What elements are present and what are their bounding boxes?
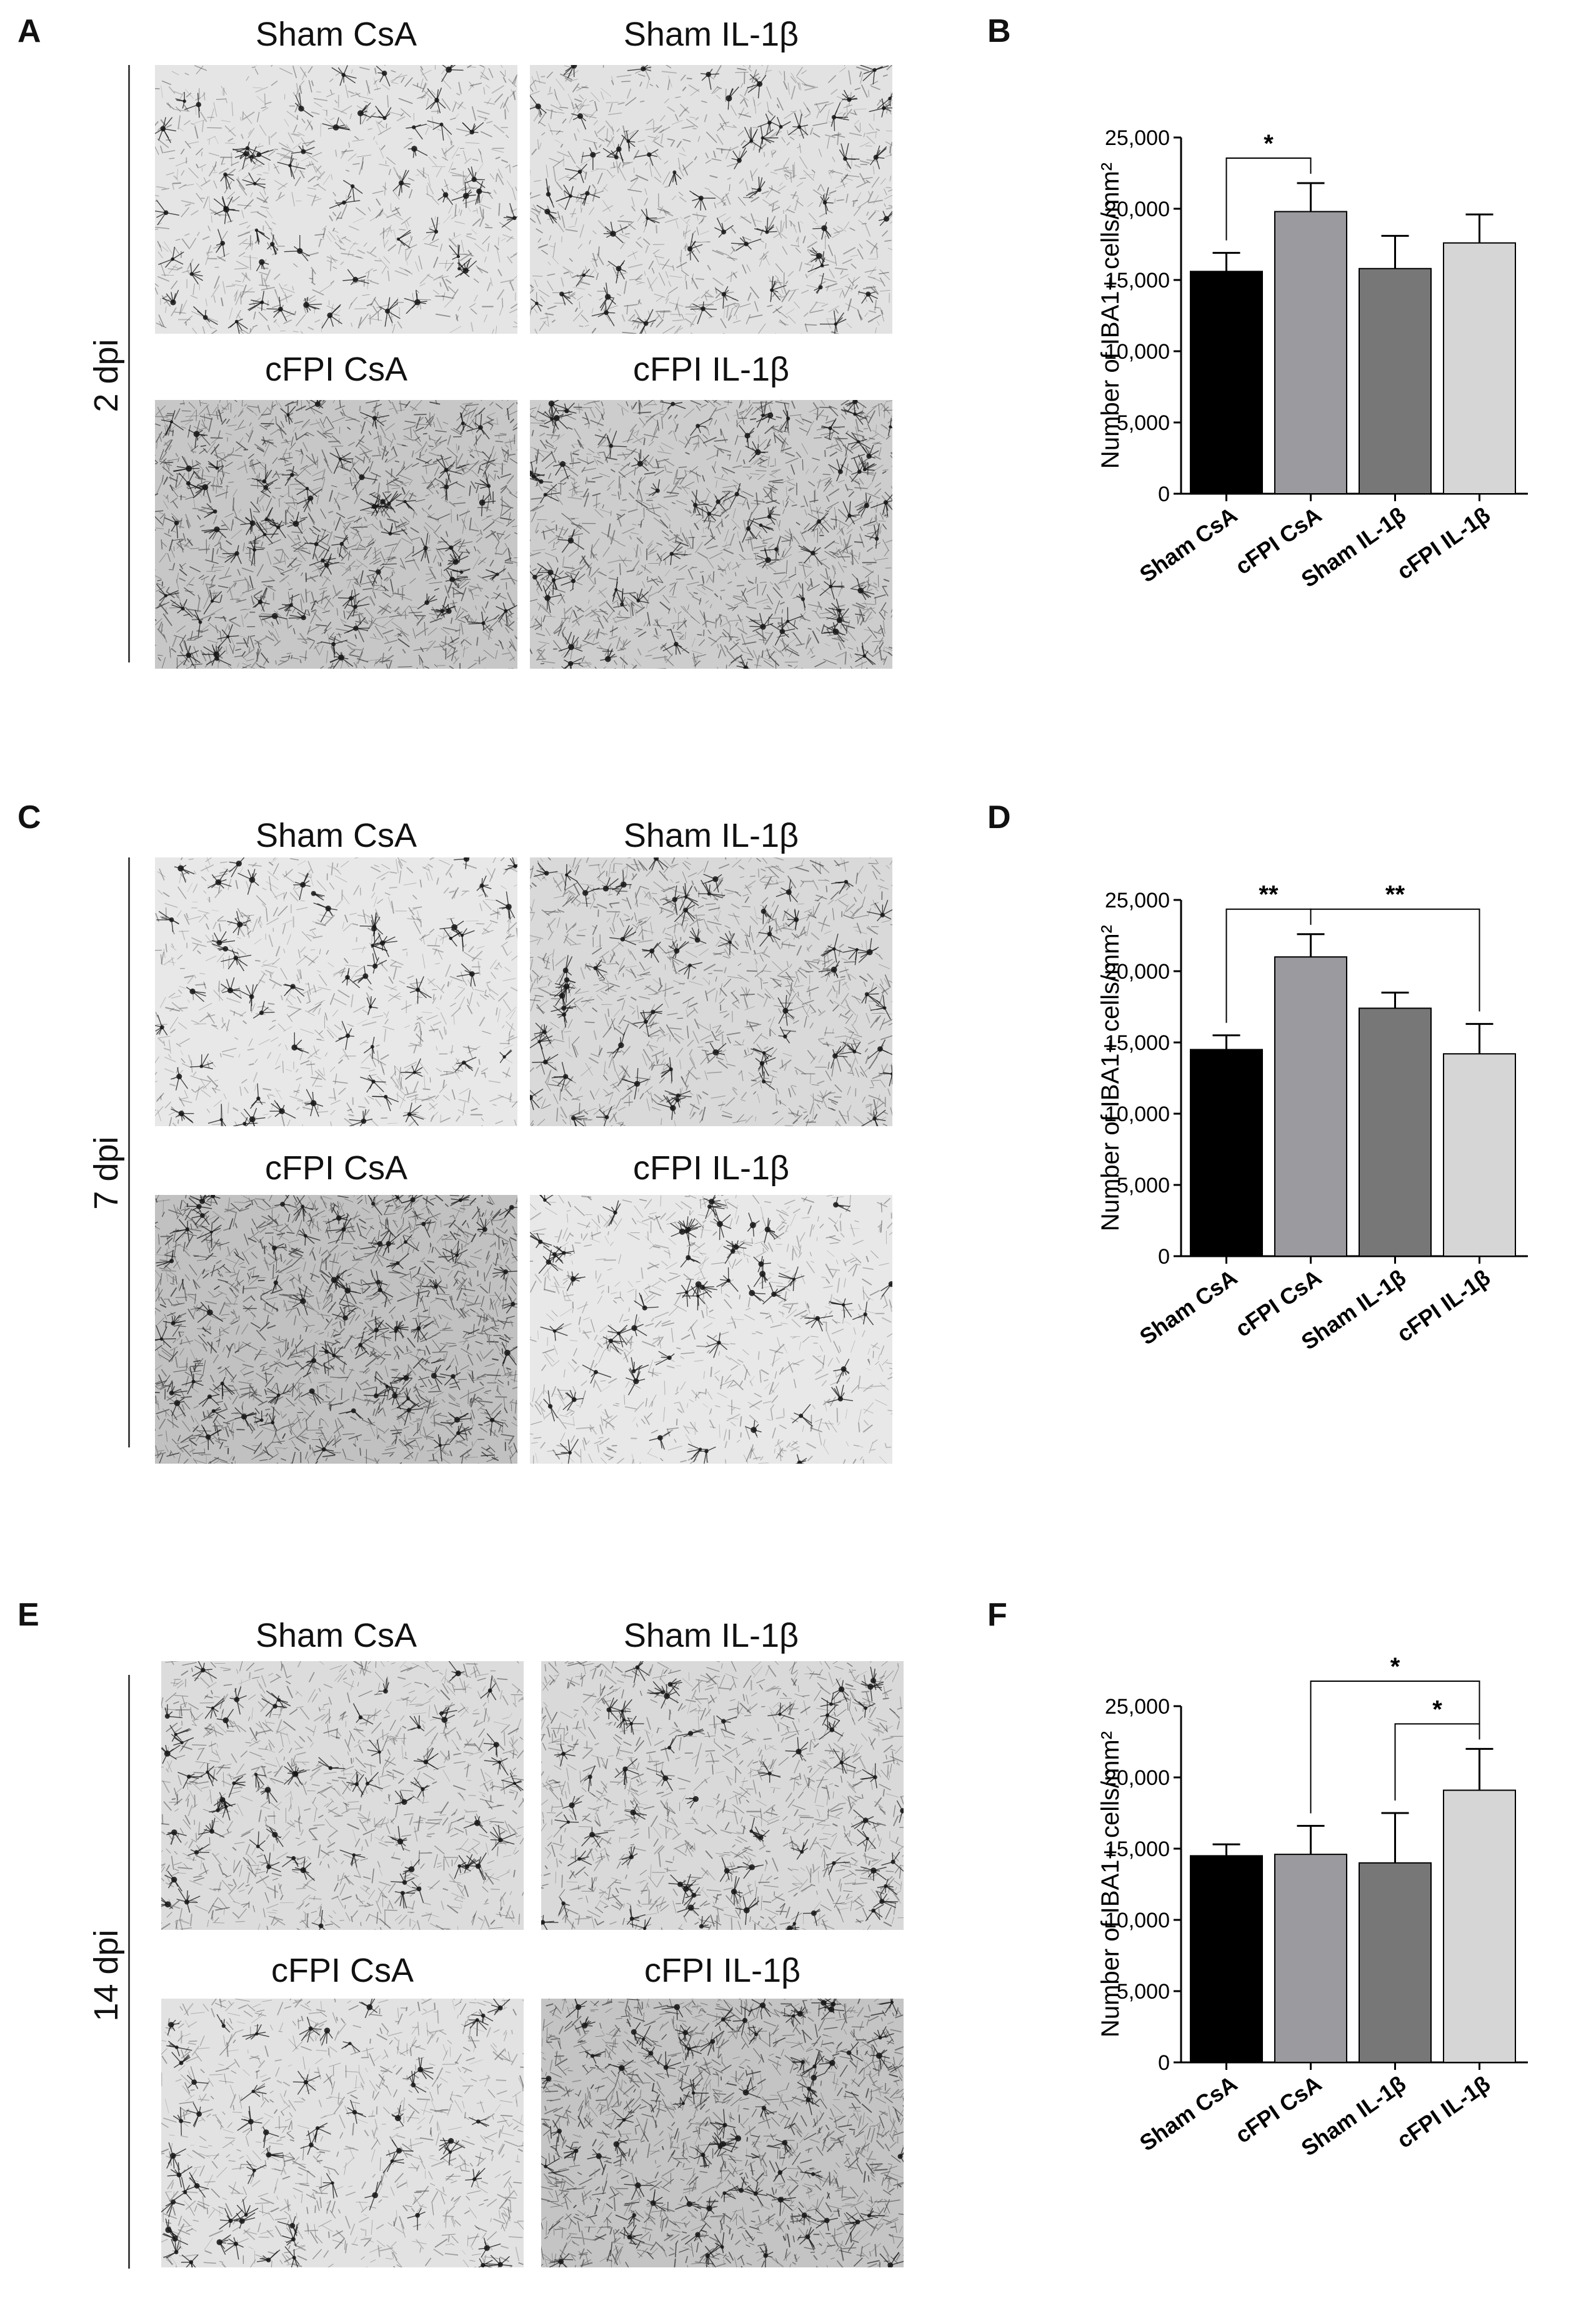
x-tick-label: Sham CsA [1135, 502, 1242, 587]
micrograph-c1 [155, 857, 517, 1126]
micrograph-c4 [530, 1195, 892, 1464]
bar [1359, 1007, 1432, 1257]
image-label-c2: Sham IL-1β [623, 817, 799, 854]
significance-bracket [1225, 157, 1312, 241]
x-tick-label: Sham CsA [1135, 1264, 1242, 1350]
bar [1443, 1789, 1516, 2064]
significance-label: * [1390, 1653, 1400, 1681]
significance-bracket [1394, 1723, 1480, 1801]
chart-d: Number of IBA1+ cells/mm² 0 5,000 10,000 15,… [1087, 856, 1562, 1422]
bar [1443, 1053, 1516, 1257]
x-tick-label: cFPI IL-1β [1392, 2071, 1495, 2153]
y-tick-label: 10,000 [1105, 1102, 1170, 1126]
panel-letter-a: A [17, 13, 41, 49]
bar [1359, 267, 1432, 494]
chart-f: Number of IBA1+ cells/mm² 0 5,000 10,000 15,… [1087, 1653, 1562, 2228]
image-label-e1: Sham CsA [255, 1617, 417, 1654]
significance-label: * [1432, 1696, 1442, 1723]
image-label-c4: cFPI IL-1β [632, 1149, 790, 1187]
panel-letter-d: D [987, 799, 1011, 836]
y-tick-label: 5,000 [1117, 1980, 1170, 2004]
image-label-a2: Sham IL-1β [623, 16, 799, 53]
image-label-e4: cFPI IL-1β [644, 1952, 801, 1989]
micrograph-a2 [530, 65, 892, 334]
y-axis-label: Number of IBA1+ cells/mm² [1097, 1731, 1124, 2037]
bar [1443, 242, 1516, 494]
y-tick-label: 10,000 [1105, 340, 1170, 364]
y-tick-label: 25,000 [1105, 889, 1170, 912]
significance-bracket [1310, 1681, 1480, 1814]
y-tick-label: 25,000 [1105, 1695, 1170, 1719]
image-label-a4: cFPI IL-1β [632, 351, 790, 388]
micrograph-c2 [530, 857, 892, 1126]
bar [1274, 956, 1347, 1257]
timepoint-bar-e [128, 1675, 130, 2269]
image-label-c1: Sham CsA [255, 817, 417, 854]
micrograph-e1 [161, 1661, 524, 1930]
image-label-e2: Sham IL-1β [623, 1617, 799, 1654]
bar [1274, 1854, 1347, 2063]
micrograph-e2 [541, 1661, 904, 1930]
y-tick-label: 10,000 [1105, 1909, 1170, 1932]
significance-bracket [1310, 908, 1480, 1012]
image-label-a1: Sham CsA [255, 16, 417, 53]
y-tick-label: 15,000 [1105, 1837, 1170, 1861]
significance-label: ** [1259, 881, 1279, 909]
micrograph-c3 [155, 1195, 517, 1464]
bar [1359, 1862, 1432, 2063]
panel-letter-c: C [17, 799, 41, 836]
image-label-c3: cFPI CsA [264, 1149, 408, 1187]
micrograph-e4 [541, 1999, 904, 2267]
timepoint-label-e: 14 dpi [87, 1929, 125, 2022]
panel-letter-f: F [987, 1597, 1007, 1633]
bar [1190, 271, 1263, 494]
micrograph-a3 [155, 400, 517, 669]
y-tick-label: 15,000 [1105, 1031, 1170, 1055]
timepoint-label-a: 2 dpi [87, 339, 125, 412]
y-axis-label: Number of IBA1+ cells/mm² [1097, 925, 1124, 1231]
y-tick-label: 0 [1158, 1245, 1170, 1269]
y-tick-label: 20,000 [1105, 197, 1170, 221]
panel-letter-b: B [987, 13, 1011, 49]
y-axis-label: Number of IBA1+ cells/mm² [1097, 162, 1124, 469]
y-tick-label: 20,000 [1105, 960, 1170, 984]
x-tick-label: Sham CsA [1135, 2071, 1242, 2156]
x-tick-label: cFPI IL-1β [1392, 502, 1495, 584]
significance-label: * [1264, 130, 1274, 157]
timepoint-bar-c [128, 857, 130, 1447]
micrograph-e3 [161, 1999, 524, 2267]
x-tick-label: cFPI IL-1β [1392, 1264, 1495, 1347]
significance-label: ** [1385, 881, 1405, 909]
y-tick-label: 5,000 [1117, 1174, 1170, 1197]
y-tick-label: 25,000 [1105, 126, 1170, 150]
image-label-e3: cFPI CsA [271, 1952, 414, 1989]
micrograph-a1 [155, 65, 517, 334]
bar [1190, 1855, 1263, 2063]
panel-letter-e: E [17, 1597, 39, 1633]
y-tick-label: 0 [1158, 482, 1170, 506]
bar [1274, 211, 1347, 494]
bar [1190, 1049, 1263, 1257]
y-tick-label: 15,000 [1105, 269, 1170, 292]
y-tick-label: 5,000 [1117, 411, 1170, 435]
image-label-a3: cFPI CsA [264, 351, 408, 388]
chart-b: Number of IBA1+ cells/mm² 0 5,000 10,000 15,… [1087, 94, 1562, 659]
y-tick-label: 0 [1158, 2051, 1170, 2075]
timepoint-bar-a [128, 65, 130, 662]
y-tick-label: 20,000 [1105, 1766, 1170, 1790]
micrograph-a4 [530, 400, 892, 669]
timepoint-label-c: 7 dpi [87, 1136, 125, 1210]
